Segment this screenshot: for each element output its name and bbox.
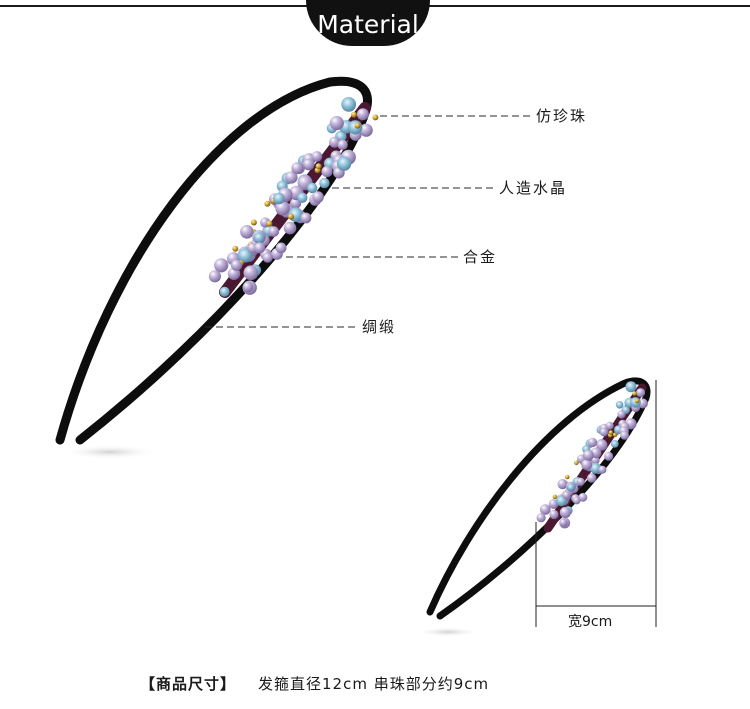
gold-bead [315,163,322,170]
crystal-bead [615,401,624,409]
pearl-bead [208,270,221,283]
pearl-bead [268,226,280,237]
pearl-bead [321,166,333,178]
pearl-bead [240,225,254,239]
crystal-bead [297,192,308,203]
pearl-bead [583,449,594,461]
gold-bead [634,398,640,404]
pearl-bead [598,465,607,474]
width-dimension-label: 宽9cm [568,614,613,630]
pearl-bead [596,439,608,451]
small-headband [416,377,651,637]
crystal-bead [566,483,575,492]
pearl-bead [549,509,559,520]
gold-bead [632,391,637,396]
pearl-bead [576,477,585,486]
crystal-bead [625,381,637,393]
pearl-bead [581,459,593,471]
small-headband-beads [536,381,648,533]
pearl-bead [302,158,315,171]
pearl-bead [620,431,629,440]
pearl-bead [242,281,254,293]
crystal-bead [219,286,230,297]
crystal-bead [237,248,253,263]
material-badge: Material [306,0,430,46]
gold-bead [288,213,294,220]
material-badge-label: Material [317,10,419,39]
pearl-bead [587,437,598,448]
large-headband-beads [208,97,379,298]
crystal-bead [319,177,330,189]
product-size-footer: 【商品尺寸】 发箍直径12cm 串珠部分约9cm [140,673,489,694]
pearl-bead [572,496,581,505]
pearl-bead [599,427,609,437]
gold-bead [354,122,361,129]
gold-bead [565,474,570,480]
gold-bead [372,114,379,121]
pearl-bead [559,506,572,519]
large-headband [55,76,379,459]
pearl-bead [536,513,546,523]
pearl-bead [636,388,646,398]
pearl-bead [540,504,551,515]
pearl-bead [254,242,266,254]
pearl-bead [300,212,312,224]
pearl-bead [557,479,568,490]
callout-crystal: 人造水晶 [499,179,568,197]
pearl-bead [214,258,229,273]
large-headband-band [55,76,372,445]
crystal-bead [253,232,265,244]
product-size-spec: 发箍直径12cm 串珠部分约9cm [258,675,490,693]
pearl-bead [559,518,568,527]
pearl-bead [312,191,324,203]
pearl-bead [337,139,348,150]
callout-alloy: 合金 [463,248,498,266]
gold-bead [351,111,357,118]
crystal-bead [273,192,285,205]
pearl-bead [283,221,297,235]
gold-bead [250,219,257,226]
pearl-bead [356,108,369,121]
crystal-bead [590,462,602,474]
pearl-bead [587,473,597,483]
crystal-bead [341,97,357,112]
pearl-bead [329,116,344,131]
crystal-bead [336,156,352,171]
crystal-bead [610,440,619,448]
pearl-bead [262,252,273,263]
pearl-bead [548,499,559,509]
pearl-bead [243,265,259,281]
gold-bead [552,494,558,500]
pearl-bead [275,200,290,216]
small-headband-band [426,377,651,620]
pearl-bead [275,242,287,254]
pearl-bead [285,171,298,184]
pearl-bead [311,151,323,162]
pearl-bead [605,421,614,430]
pearl-bead [329,136,341,148]
gold-bead [266,220,273,227]
gold-bead [232,245,239,252]
gold-bead [608,430,614,435]
gold-bead [574,460,579,466]
crystal-bead [307,182,318,194]
pearl-bead [578,492,588,502]
callout-satin: 绸缎 [362,318,397,336]
pearl-bead [359,123,373,137]
pearl-bead [617,410,626,419]
pearl-bead [291,162,304,175]
pearl-bead [562,491,571,500]
product-size-title: 【商品尺寸】 [140,675,237,693]
pearl-bead [604,451,614,461]
pearl-bead [230,259,243,271]
gold-bead [264,200,271,207]
callout-pearl: 仿珍珠 [536,107,588,125]
